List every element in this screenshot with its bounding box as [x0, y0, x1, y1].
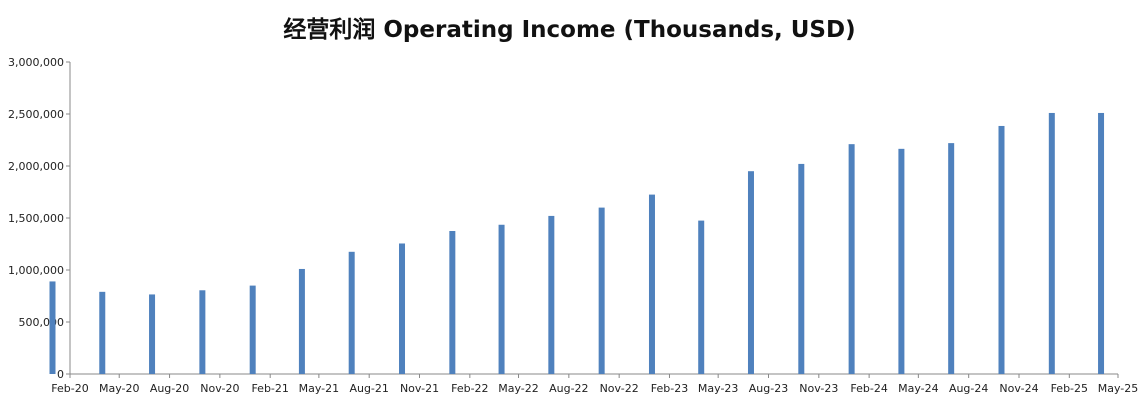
bar: [449, 231, 456, 374]
chart-axes: [69, 62, 1118, 375]
bar: [1048, 112, 1055, 375]
bar: [698, 220, 705, 374]
y-tick-label: 1,000,000: [8, 264, 64, 277]
x-tick-label: May-25: [1098, 382, 1139, 395]
chart-title: 经营利润 Operating Income (Thousands, USD): [283, 17, 856, 43]
bar: [99, 291, 106, 374]
y-tick-label: 1,500,000: [8, 212, 64, 225]
bar: [399, 243, 406, 374]
bar: [948, 143, 955, 374]
bar: [548, 215, 555, 374]
bar: [498, 224, 505, 374]
y-axis-ticks: 0 500,000 1,000,000 1,500,000 2,000,000 2,500…: [8, 56, 70, 381]
x-tick-label: Nov-21: [400, 382, 439, 395]
x-tick-label: Nov-24: [999, 382, 1038, 395]
x-axis-ticks: Feb-20 May-20 Aug-20 Nov-20 Feb-21 May-21 Aug-…: [51, 374, 1138, 395]
bar: [598, 207, 605, 374]
bar-series: [49, 112, 1105, 375]
y-tick-label: 2,000,000: [8, 160, 64, 173]
bar: [348, 251, 355, 374]
x-tick-label: May-20: [99, 382, 140, 395]
x-tick-label: Feb-25: [1051, 382, 1088, 395]
x-tick-label: May-21: [299, 382, 340, 395]
x-tick-label: Aug-24: [949, 382, 988, 395]
bar: [898, 148, 905, 374]
y-tick-label: 2,500,000: [8, 108, 64, 121]
x-tick-label: Nov-22: [600, 382, 639, 395]
y-tick-label: 500,000: [19, 316, 65, 329]
x-tick-label: Feb-24: [850, 382, 887, 395]
bar: [149, 294, 156, 374]
bar: [747, 171, 754, 374]
bar: [298, 268, 305, 374]
x-tick-label: May-23: [698, 382, 739, 395]
x-tick-label: Feb-23: [651, 382, 688, 395]
x-tick-label: Nov-23: [799, 382, 838, 395]
bar: [848, 144, 855, 374]
x-tick-label: Nov-20: [200, 382, 239, 395]
x-tick-label: Aug-20: [150, 382, 189, 395]
x-tick-label: Feb-21: [251, 382, 288, 395]
bar: [648, 194, 655, 374]
x-tick-label: Feb-22: [451, 382, 488, 395]
bar: [798, 163, 805, 374]
bar: [998, 125, 1005, 375]
x-tick-label: Aug-23: [749, 382, 788, 395]
x-tick-label: Aug-22: [549, 382, 588, 395]
bar: [49, 281, 56, 374]
bar: [199, 290, 206, 374]
x-tick-label: Feb-20: [51, 382, 88, 395]
x-tick-label: Aug-21: [349, 382, 388, 395]
y-tick-label: 3,000,000: [8, 56, 64, 69]
x-tick-label: May-22: [498, 382, 539, 395]
bar: [249, 285, 256, 374]
bar: [1098, 112, 1105, 375]
x-tick-label: May-24: [898, 382, 939, 395]
y-tick-label: 0: [57, 368, 64, 381]
